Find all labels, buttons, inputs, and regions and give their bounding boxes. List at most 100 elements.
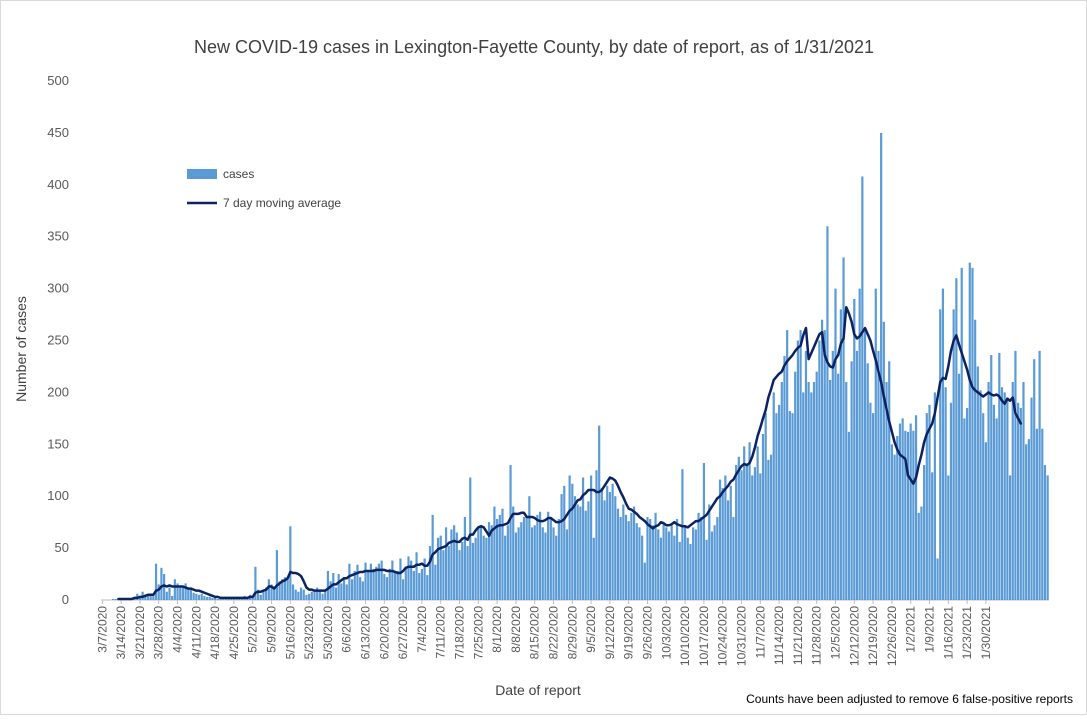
bar-cases	[369, 563, 372, 600]
bar-cases	[533, 525, 536, 600]
bar-cases	[273, 589, 276, 600]
x-tick-label: 4/25/2020	[227, 606, 241, 660]
bar-cases	[743, 446, 746, 600]
bar-cases	[257, 589, 260, 600]
bar-cases	[1038, 350, 1041, 600]
x-tick-label: 12/5/2020	[828, 606, 842, 660]
bar-cases	[933, 392, 936, 600]
x-tick-label: 9/26/2020	[641, 606, 655, 660]
x-tick-label: 8/15/2020	[528, 606, 542, 660]
bar-cases	[552, 527, 555, 600]
bar-cases	[590, 475, 593, 600]
x-tick-label: 12/26/2020	[885, 606, 899, 666]
bar-cases	[410, 560, 413, 600]
bar-cases	[340, 583, 343, 600]
x-tick-label: 1/30/2021	[979, 606, 993, 660]
bar-cases	[227, 598, 230, 600]
bar-cases	[952, 309, 955, 600]
bar-cases	[418, 573, 421, 600]
x-tick-label: 4/11/2020	[189, 606, 203, 659]
bar-cases	[281, 579, 284, 600]
bar-cases	[1025, 444, 1028, 600]
bar-cases	[872, 413, 875, 600]
bar-cases	[761, 433, 765, 600]
bar-cases	[506, 525, 509, 600]
x-tick-label: 6/13/2020	[359, 606, 373, 660]
bar-cases	[611, 483, 614, 600]
bar-cases	[463, 516, 466, 600]
bar-cases	[917, 512, 920, 600]
bar-cases	[990, 355, 993, 600]
bar-cases	[592, 537, 595, 600]
bar-cases	[208, 596, 211, 600]
bar-cases	[351, 579, 354, 600]
bar-cases	[479, 525, 483, 600]
bar-cases	[138, 596, 142, 600]
x-tick-label: 3/14/2020	[114, 606, 128, 660]
bar-cases	[275, 550, 278, 600]
bar-cases	[855, 350, 859, 600]
bar-cases	[928, 404, 931, 600]
bar-cases	[616, 508, 620, 600]
bar-cases	[168, 587, 171, 600]
bar-cases	[189, 589, 193, 600]
bar-cases	[111, 598, 115, 600]
bar-cases	[332, 573, 335, 600]
bar-cases	[987, 382, 990, 600]
bar-cases	[192, 592, 195, 600]
bar-cases	[305, 594, 308, 600]
bar-cases	[501, 508, 504, 600]
bar-cases	[1019, 407, 1022, 600]
bar-cases	[563, 485, 566, 600]
bar-cases	[216, 598, 219, 600]
bar-cases	[925, 413, 928, 600]
x-tick-label: 10/17/2020	[697, 606, 711, 666]
bar-cases	[222, 598, 225, 600]
bar-cases	[297, 591, 300, 600]
bar-cases	[434, 564, 437, 600]
bar-cases	[735, 465, 738, 600]
bar-cases	[490, 525, 493, 600]
bar-cases	[882, 321, 885, 600]
bar-cases	[289, 526, 292, 600]
bar-cases	[455, 532, 458, 600]
bar-cases	[632, 506, 636, 600]
bar-cases	[439, 535, 442, 600]
bar-cases	[944, 387, 947, 600]
bar-cases	[1030, 397, 1033, 600]
bar-cases	[364, 562, 367, 600]
x-tick-label: 8/8/2020	[509, 606, 523, 653]
bar-cases	[407, 556, 410, 600]
x-tick-label: 12/19/2020	[866, 606, 880, 666]
legend-label-moving-average: 7 day moving average	[223, 196, 341, 210]
bar-cases	[375, 566, 378, 600]
bar-cases	[874, 288, 877, 600]
line-moving-average	[117, 306, 1023, 601]
bar-cases	[649, 519, 652, 600]
bar-cases	[549, 516, 552, 600]
bar-cases	[643, 562, 646, 600]
bar-cases	[914, 415, 918, 600]
bar-cases	[522, 516, 526, 600]
bar-cases	[171, 595, 174, 600]
bar-cases	[391, 560, 394, 600]
bar-cases	[713, 525, 716, 600]
x-tick-label: 11/14/2020	[772, 606, 786, 665]
bar-cases	[705, 539, 708, 600]
bar-cases	[667, 531, 671, 600]
x-tick-label: 1/16/2021	[941, 606, 955, 660]
bar-cases	[181, 585, 185, 600]
bar-cases	[826, 226, 829, 600]
bar-cases	[850, 361, 853, 600]
bar-cases	[1006, 397, 1009, 600]
x-tick-label: 1/2/2021	[904, 606, 918, 653]
bar-cases	[1008, 475, 1012, 600]
bar-cases	[837, 373, 840, 600]
bar-cases	[753, 467, 757, 600]
bar-cases	[286, 579, 289, 600]
y-tick-label: 50	[55, 540, 69, 555]
bar-cases	[203, 595, 206, 600]
bar-cases	[756, 446, 759, 600]
